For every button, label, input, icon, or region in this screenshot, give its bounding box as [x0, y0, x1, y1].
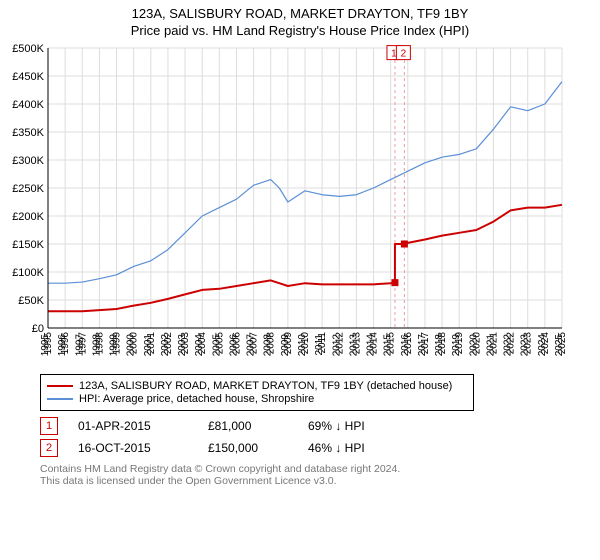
chart-titles: 123A, SALISBURY ROAD, MARKET DRAYTON, TF… — [0, 0, 600, 38]
legend-swatch — [47, 398, 73, 400]
svg-text:2012: 2012 — [334, 332, 345, 355]
svg-text:2007: 2007 — [249, 332, 260, 355]
svg-text:1996: 1996 — [60, 332, 71, 355]
transaction-price: £150,000 — [208, 441, 288, 455]
transaction-price: £81,000 — [208, 419, 288, 433]
svg-text:2013: 2013 — [351, 332, 362, 355]
svg-text:1995: 1995 — [43, 332, 54, 355]
svg-text:2000: 2000 — [129, 332, 140, 355]
legend-item: HPI: Average price, detached house, Shro… — [47, 393, 467, 405]
svg-text:2022: 2022 — [506, 332, 517, 355]
svg-text:£400K: £400K — [12, 99, 44, 111]
title-address: 123A, SALISBURY ROAD, MARKET DRAYTON, TF… — [0, 6, 600, 21]
svg-text:£150K: £150K — [12, 239, 44, 251]
transactions-table: 1 01-APR-2015 £81,000 69% ↓ HPI 2 16-OCT… — [40, 417, 588, 457]
svg-text:2006: 2006 — [231, 332, 242, 355]
transaction-pct: 46% ↓ HPI — [308, 441, 418, 455]
table-row: 2 16-OCT-2015 £150,000 46% ↓ HPI — [40, 439, 588, 457]
svg-text:2011: 2011 — [317, 332, 328, 354]
svg-text:2015: 2015 — [386, 332, 397, 355]
svg-text:1998: 1998 — [94, 332, 105, 355]
svg-text:£450K: £450K — [12, 71, 44, 83]
svg-text:£250K: £250K — [12, 183, 44, 195]
transaction-marker-box: 2 — [40, 439, 58, 457]
svg-text:2025: 2025 — [557, 332, 568, 355]
svg-text:2016: 2016 — [403, 332, 414, 355]
svg-text:2020: 2020 — [471, 332, 482, 355]
svg-text:2001: 2001 — [146, 332, 157, 355]
svg-text:2005: 2005 — [214, 332, 225, 355]
title-subtitle: Price paid vs. HM Land Registry's House … — [0, 23, 600, 38]
legend: 123A, SALISBURY ROAD, MARKET DRAYTON, TF… — [40, 374, 474, 411]
transaction-marker-box: 1 — [40, 417, 58, 435]
svg-text:2010: 2010 — [300, 332, 311, 355]
svg-text:2014: 2014 — [369, 332, 380, 355]
svg-text:2003: 2003 — [180, 332, 191, 355]
svg-text:1999: 1999 — [112, 332, 123, 355]
legend-item: 123A, SALISBURY ROAD, MARKET DRAYTON, TF… — [47, 380, 467, 392]
svg-text:£350K: £350K — [12, 127, 44, 139]
line-chart: £0£50K£100K£150K£200K£250K£300K£350K£400… — [0, 38, 580, 368]
svg-text:1997: 1997 — [77, 332, 88, 355]
svg-text:£300K: £300K — [12, 155, 44, 167]
svg-text:2004: 2004 — [197, 332, 208, 355]
svg-text:2024: 2024 — [540, 332, 551, 355]
svg-text:2019: 2019 — [454, 332, 465, 355]
legend-label: HPI: Average price, detached house, Shro… — [79, 393, 314, 405]
footer-line: This data is licensed under the Open Gov… — [40, 475, 588, 487]
legend-label: 123A, SALISBURY ROAD, MARKET DRAYTON, TF… — [79, 380, 452, 392]
svg-text:2002: 2002 — [163, 332, 174, 355]
footer-line: Contains HM Land Registry data © Crown c… — [40, 463, 588, 475]
svg-text:£50K: £50K — [18, 295, 44, 307]
transaction-pct: 69% ↓ HPI — [308, 419, 418, 433]
svg-text:£200K: £200K — [12, 211, 44, 223]
svg-text:£100K: £100K — [12, 267, 44, 279]
chart-area: £0£50K£100K£150K£200K£250K£300K£350K£400… — [0, 38, 600, 368]
svg-text:2018: 2018 — [437, 332, 448, 355]
svg-text:2017: 2017 — [420, 332, 431, 355]
footer: Contains HM Land Registry data © Crown c… — [40, 463, 588, 487]
table-row: 1 01-APR-2015 £81,000 69% ↓ HPI — [40, 417, 588, 435]
svg-text:2008: 2008 — [266, 332, 277, 355]
legend-swatch — [47, 385, 73, 387]
svg-text:2009: 2009 — [283, 332, 294, 355]
svg-text:2: 2 — [401, 49, 407, 60]
svg-text:£500K: £500K — [12, 43, 44, 55]
transaction-date: 16-OCT-2015 — [78, 441, 188, 455]
svg-text:2023: 2023 — [523, 332, 534, 355]
transaction-date: 01-APR-2015 — [78, 419, 188, 433]
svg-text:2021: 2021 — [488, 332, 499, 355]
